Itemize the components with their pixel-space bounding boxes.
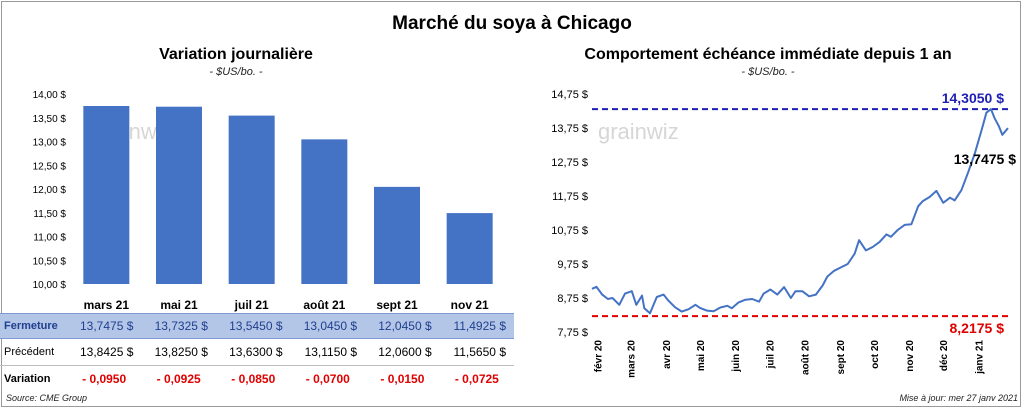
update-note: Mise à jour: mer 27 janv 2021	[899, 393, 1018, 403]
bar	[301, 139, 348, 284]
y-tick-label: 12,75 $	[551, 157, 588, 169]
y-tick-label: 10,00 $	[33, 280, 67, 291]
precedent-value: 11,5650	[453, 345, 496, 359]
x-tick-label: sept 20	[836, 340, 847, 375]
x-tick-label: juil 21	[234, 298, 269, 312]
y-tick-label: 7,75 $	[557, 327, 588, 339]
y-tick-label: 10,50 $	[33, 256, 67, 267]
y-tick-label: 9,75 $	[557, 259, 588, 271]
right-panel-subtitle: - $US/bo. -	[741, 66, 795, 78]
fermeture-value: 13,5450	[229, 319, 273, 333]
row-label-fermeture: Fermeture	[0, 313, 67, 339]
y-tick-label: 13,50 $	[33, 114, 67, 125]
line-chart: grainwiz 7,75 $ 8,75 $ 9,75 $ 10,75 $ 11,75 $…	[551, 89, 1016, 378]
precedent-value: 13,8250	[154, 345, 198, 359]
table-row-variation: Variation - 0,0950 - 0,0925 - 0,0850 - 0…	[0, 365, 514, 392]
watermark-text: grainwiz	[598, 119, 679, 144]
x-tick-label: sept 21	[376, 298, 418, 312]
x-tick-label: févr 20	[594, 340, 605, 373]
precedent-value: 13,1150	[304, 345, 348, 359]
unit-sign: $	[424, 345, 432, 359]
fermeture-value: 13,7325	[154, 319, 198, 333]
y-tick-label: 13,75 $	[551, 123, 588, 135]
x-tick-label: mars 21	[84, 298, 130, 312]
y-tick-label: 11,75 $	[552, 191, 588, 203]
unit-sign: $	[126, 319, 134, 333]
row-label-variation: Variation	[0, 365, 67, 392]
unit-sign: $	[275, 319, 283, 333]
y-tick-label: 12,50 $	[33, 161, 67, 172]
x-tick-label: août 21	[303, 298, 345, 312]
variation-value: - 0,0950	[66, 365, 142, 392]
y-tick-label: 13,00 $	[33, 138, 67, 149]
main-title: Marché du soya à Chicago	[392, 13, 632, 34]
x-tick-label: oct 20	[870, 340, 881, 369]
bar	[228, 115, 275, 284]
x-tick-label: janv 21	[974, 340, 985, 375]
right-panel-title: Comportement échéance immédiate depuis 1…	[584, 46, 952, 63]
x-tick-label: juin 20	[731, 340, 742, 373]
y-tick-label: 14,00 $	[33, 90, 67, 101]
max-value-label: 14,3050 $	[942, 90, 1004, 106]
x-tick-label: déc 20	[939, 340, 950, 372]
unit-sign: $	[424, 319, 432, 333]
x-tick-label: nov 21	[451, 298, 489, 312]
precedent-value: 13,6300	[229, 345, 273, 359]
unit-sign: $	[499, 345, 506, 359]
bar	[83, 105, 130, 285]
variation-value: - 0,0725	[439, 365, 514, 392]
x-tick-label: avr 20	[662, 340, 673, 369]
source-note: Source: CME Group	[6, 393, 88, 403]
last-value-label: 13,7475 $	[954, 151, 1016, 167]
unit-sign: $	[275, 345, 283, 359]
bar	[446, 213, 493, 284]
unit-sign: $	[499, 319, 506, 333]
bar	[156, 106, 202, 284]
y-tick-label: 11,00 $	[33, 233, 66, 244]
variation-value: - 0,0850	[215, 365, 291, 392]
unit-sign: $	[201, 319, 208, 333]
y-tick-label: 11,50 $	[33, 209, 66, 220]
x-tick-label: juil 20	[765, 340, 776, 370]
fermeture-value: 13,0450	[303, 319, 348, 333]
fermeture-value: 11,4925	[453, 319, 496, 333]
unit-sign: $	[126, 345, 134, 359]
precedent-value: 13,8425	[80, 345, 124, 359]
x-tick-label: nov 20	[905, 340, 916, 372]
contract-table: Fermeture 13,7475 $ 13,7325 $ 13,5450 $ …	[0, 313, 514, 392]
table-row-precedent: Précédent 13,8425 $ 13,8250 $ 13,6300 $ …	[0, 339, 514, 366]
x-tick-label: mai 21	[160, 298, 198, 312]
row-label-precedent: Précédent	[4, 346, 55, 358]
y-tick-label: 10,75 $	[551, 225, 588, 237]
variation-value: - 0,0700	[290, 365, 366, 392]
bar	[374, 186, 420, 284]
min-value-label: 8,2175 $	[950, 320, 1005, 336]
unit-sign: $	[350, 319, 358, 333]
left-panel-title: Variation journalière	[159, 46, 313, 63]
x-tick-label: août 20	[801, 340, 812, 375]
unit-sign: $	[201, 345, 208, 359]
left-panel-subtitle: - $US/bo. -	[209, 66, 263, 78]
y-tick-label: 12,00 $	[33, 185, 67, 196]
variation-value: - 0,0925	[141, 365, 216, 392]
table-row-fermeture: Fermeture 13,7475 $ 13,7325 $ 13,5450 $ …	[0, 313, 514, 339]
precedent-value: 12,0600	[378, 345, 422, 359]
x-tick-label: mai 20	[696, 340, 707, 372]
y-tick-label: 14,75 $	[551, 89, 588, 101]
fermeture-value: 13,7475	[80, 319, 124, 333]
y-tick-label: 8,75 $	[557, 293, 588, 305]
x-tick-label: mars 20	[627, 340, 638, 378]
price-series-line	[591, 108, 1009, 315]
fermeture-value: 12,0450	[378, 319, 422, 333]
variation-value: - 0,0150	[365, 365, 440, 392]
unit-sign: $	[350, 345, 358, 359]
